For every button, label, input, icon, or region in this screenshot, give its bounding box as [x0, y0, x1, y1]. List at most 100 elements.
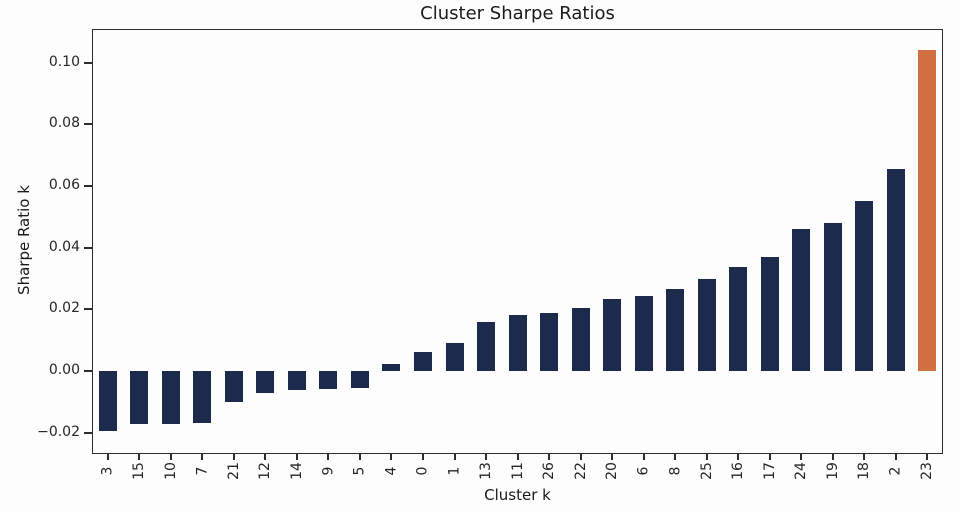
y-tick-mark: [84, 431, 92, 434]
y-tick-label: 0.08: [48, 115, 80, 132]
x-tick-label-cluster-10-text: 10: [162, 462, 179, 480]
x-tick-label-cluster-9-text: 9: [320, 466, 337, 476]
x-tick-label-cluster-1-text: 1: [446, 466, 463, 476]
x-tick-label-cluster-15: 15: [126, 457, 152, 485]
bar-cluster-13: [477, 321, 495, 371]
x-tick-label-cluster-6-text: 6: [635, 466, 652, 476]
y-tick-label: −0.02: [37, 423, 80, 440]
x-tick-label-cluster-14-text: 14: [288, 462, 305, 480]
x-tick-mark: [453, 453, 456, 460]
x-tick-label-cluster-24-text: 24: [793, 462, 810, 480]
x-tick-mark: [232, 453, 235, 460]
bar-cluster-21: [224, 371, 243, 402]
bar-cluster-17: [760, 257, 779, 371]
x-tick-mark: [737, 453, 740, 460]
y-tick-mark: [84, 61, 92, 64]
y-tick-label: 0.06: [48, 177, 80, 193]
x-tick-label-cluster-20-text: 20: [604, 462, 621, 480]
x-tick-label-cluster-19: 19: [820, 457, 846, 485]
x-tick-label-cluster-25-text: 25: [698, 462, 715, 480]
x-tick-label-cluster-1: 1: [442, 457, 468, 485]
x-tick-mark: [768, 453, 771, 460]
x-tick-mark: [138, 453, 141, 460]
x-tick-label-cluster-26-text: 26: [540, 462, 557, 480]
x-tick-label-cluster-8: 8: [662, 457, 688, 485]
bar-cluster-10: [161, 371, 180, 424]
x-tick-label-cluster-18: 18: [851, 457, 877, 485]
y-tick-mark: [84, 185, 92, 187]
bar-cluster-18: [855, 200, 874, 371]
y-tick-label: 0.00: [48, 362, 80, 378]
y-tick-label: 0.02: [48, 300, 80, 317]
x-tick-mark: [390, 453, 393, 460]
x-tick-label-cluster-17: 17: [757, 457, 783, 485]
bar-cluster-5: [350, 371, 369, 388]
x-tick-label-cluster-9: 9: [315, 457, 341, 485]
x-tick-label-cluster-8-text: 8: [667, 466, 684, 476]
bar-cluster-3: [98, 371, 117, 432]
x-tick-label-cluster-12: 12: [252, 457, 278, 485]
x-tick-label-cluster-5-text: 5: [351, 466, 368, 476]
x-tick-mark: [485, 453, 487, 460]
x-tick-label-cluster-21-text: 21: [225, 462, 242, 480]
x-tick-mark: [926, 453, 929, 460]
x-tick-label-cluster-10: 10: [158, 457, 184, 485]
y-tick-mark: [84, 308, 92, 311]
x-tick-label-cluster-24: 24: [788, 457, 814, 485]
y-tick-mark: [84, 123, 92, 126]
x-tick-label-cluster-4: 4: [378, 457, 404, 485]
x-tick-label-cluster-22: 22: [568, 457, 594, 485]
x-tick-mark: [327, 453, 330, 460]
y-tick-mark: [84, 246, 92, 249]
x-tick-label-cluster-23-text: 23: [919, 462, 936, 480]
x-tick-label-cluster-14: 14: [284, 457, 310, 485]
y-tick-mark: [84, 370, 92, 372]
x-tick-label-cluster-2: 2: [883, 457, 909, 485]
x-tick-mark: [800, 453, 803, 460]
bar-cluster-12: [256, 371, 275, 393]
bar-cluster-20: [603, 299, 622, 372]
x-tick-mark: [264, 453, 267, 460]
x-tick-mark: [201, 453, 204, 460]
x-tick-label-cluster-11-text: 11: [509, 462, 526, 480]
x-tick-label-cluster-20: 20: [599, 457, 625, 485]
x-tick-mark: [831, 453, 834, 460]
x-tick-label-cluster-16-text: 16: [730, 462, 747, 480]
x-tick-label-cluster-2-text: 2: [887, 466, 904, 476]
x-tick-label-cluster-4-text: 4: [383, 466, 400, 476]
x-tick-label-cluster-3-text: 3: [99, 466, 116, 476]
x-tick-label-cluster-6: 6: [631, 457, 657, 485]
x-tick-mark: [516, 453, 519, 460]
bar-cluster-11: [508, 314, 527, 371]
x-tick-mark: [894, 453, 897, 460]
chart-title: Cluster Sharpe Ratios: [420, 3, 615, 24]
x-tick-mark: [169, 453, 172, 460]
x-tick-label-cluster-7: 7: [189, 457, 215, 485]
x-tick-label-cluster-3: 3: [95, 457, 121, 485]
bar-cluster-26: [540, 312, 558, 371]
bar-cluster-14: [287, 371, 306, 391]
x-tick-label-cluster-5: 5: [347, 457, 373, 485]
x-tick-mark: [642, 453, 645, 460]
x-tick-label-cluster-22-text: 22: [572, 462, 589, 480]
x-tick-label-cluster-26: 26: [536, 457, 562, 485]
x-tick-label-cluster-21: 21: [221, 457, 247, 485]
bar-cluster-16: [729, 267, 748, 371]
x-tick-mark: [358, 453, 361, 460]
bar-cluster-22: [571, 308, 590, 371]
bar-cluster-2: [886, 168, 905, 371]
plot-area: [92, 29, 943, 454]
x-tick-mark: [421, 453, 424, 460]
bar-cluster-15: [130, 371, 149, 425]
x-tick-label-cluster-0-text: 0: [414, 466, 431, 476]
bar-cluster-7: [193, 371, 212, 424]
x-tick-mark: [548, 453, 550, 460]
bar-cluster-4: [382, 363, 401, 371]
y-tick-label: 0.04: [48, 238, 80, 255]
x-tick-label-cluster-13: 13: [473, 457, 499, 485]
x-tick-label-cluster-0: 0: [410, 457, 436, 485]
x-tick-label-cluster-19-text: 19: [824, 462, 841, 480]
x-tick-label-cluster-7-text: 7: [194, 466, 211, 476]
x-tick-mark: [611, 453, 614, 460]
